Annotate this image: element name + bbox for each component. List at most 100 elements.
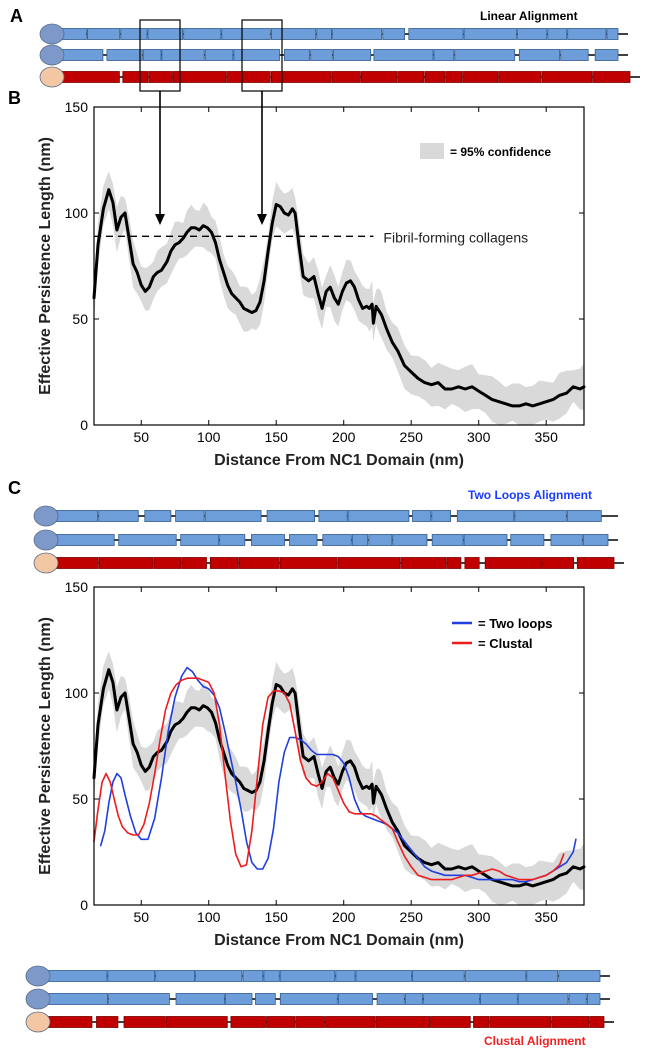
sequence-block: [424, 71, 446, 83]
linear-alignment-title: Linear Alignment: [480, 9, 578, 23]
sequence-block: [464, 970, 527, 982]
sequence-block: [517, 993, 569, 1005]
sequence-block: [510, 534, 545, 546]
sequence-block: [225, 993, 253, 1005]
sequence-block: [219, 534, 246, 546]
sequence-block: [332, 49, 372, 61]
sequence-block: [195, 970, 243, 982]
sequence-block: [266, 1016, 296, 1028]
sequence-block: [270, 71, 332, 83]
sequence-block: [87, 28, 121, 40]
y-tick-label: 150: [65, 99, 89, 115]
sequence-block: [61, 28, 87, 40]
sequence-block: [337, 557, 401, 569]
nc1-domain-oval: [39, 44, 65, 66]
sequence-block: [382, 28, 405, 40]
sequence-block: [547, 28, 568, 40]
sequence-block: [325, 1016, 376, 1028]
y-tick-label: 150: [65, 579, 89, 595]
sequence-block: [592, 71, 631, 83]
sequence-block: [153, 557, 182, 569]
sequence-block: [61, 49, 104, 61]
sequence-block: [400, 557, 447, 569]
sequence-block: [295, 1016, 325, 1028]
sequence-block: [147, 28, 184, 40]
sequence-block: [473, 1016, 490, 1028]
series-line-clustal: [93, 677, 565, 881]
sequence-block: [175, 510, 205, 522]
plot-frame: [93, 106, 585, 426]
x-axis-title: Distance From NC1 Domain (nm): [214, 452, 464, 469]
sequence-block: [221, 28, 271, 40]
x-tick-label: 300: [467, 909, 491, 925]
sequence-block: [148, 71, 173, 83]
sequence-block: [180, 534, 220, 546]
y-tick-label: 50: [72, 311, 88, 327]
track-c2: [33, 529, 618, 551]
sequence-block: [463, 534, 508, 546]
series-line-mean: [92, 188, 586, 408]
x-tick-label: 350: [535, 909, 559, 925]
y-tick-label: 0: [80, 417, 88, 433]
sequence-block: [376, 993, 405, 1005]
sequence-block: [289, 534, 318, 546]
clustal-alignment-tracks: [25, 965, 614, 1033]
linear-alignment-tracks: [39, 23, 640, 88]
sequence-block: [279, 557, 338, 569]
x-tick-label: 50: [133, 429, 149, 445]
sequence-block: [446, 557, 462, 569]
x-tick-label: 100: [197, 909, 221, 925]
track-d3: [25, 1011, 614, 1033]
sequence-block: [122, 71, 149, 83]
track-a3: [39, 66, 640, 88]
sequence-block: [263, 970, 280, 982]
sequence-block: [560, 49, 589, 61]
sequence-block: [355, 970, 412, 982]
sequence-block: [99, 557, 154, 569]
sequence-block: [172, 71, 227, 83]
x-tick-label: 250: [400, 909, 424, 925]
legend-ci-label: = 95% confidence: [450, 145, 551, 159]
chart-b: Fibril-forming collagens 50 100 150 200 250 30…: [37, 99, 586, 469]
sequence-block: [594, 49, 619, 61]
sequence-block: [47, 970, 108, 982]
legend-label-1: = Clustal: [478, 636, 533, 651]
sequence-block: [373, 49, 434, 61]
nc1-domain-oval: [25, 965, 51, 987]
track-a2: [39, 44, 628, 66]
sequence-block: [337, 993, 373, 1005]
sequence-block: [375, 1016, 430, 1028]
sequence-block: [238, 557, 280, 569]
sequence-block: [445, 71, 463, 83]
x-tick-label: 350: [535, 429, 559, 445]
two-loops-alignment-title: Two Loops Alignment: [468, 488, 592, 502]
sequence-block: [463, 28, 517, 40]
nc1-domain-oval: [33, 505, 59, 527]
track-c1: [33, 505, 618, 527]
sequence-block: [204, 49, 234, 61]
panel-label-c: C: [8, 478, 21, 498]
arrow-2: [257, 91, 267, 225]
sequence-block: [397, 71, 425, 83]
reference-line-label: Fibril-forming collagens: [383, 229, 528, 245]
x-tick-label: 100: [197, 429, 221, 445]
sequence-block: [183, 28, 222, 40]
sequence-block: [404, 993, 423, 1005]
sequence-block: [55, 510, 99, 522]
x-tick-label: 250: [400, 429, 424, 445]
sequence-block: [360, 71, 398, 83]
track-d2: [25, 988, 610, 1010]
sequence-block: [464, 557, 480, 569]
x-tick-label: 50: [133, 909, 149, 925]
sequence-block: [567, 28, 607, 40]
sequence-block: [347, 510, 410, 522]
sequence-block: [568, 993, 587, 1005]
x-tick-label: 200: [332, 429, 356, 445]
track-a1: [39, 23, 628, 45]
y-tick-label: 0: [80, 897, 88, 913]
sequence-block: [411, 970, 465, 982]
sequence-block: [412, 510, 432, 522]
sequence-block: [498, 71, 542, 83]
y-tick-label: 100: [65, 685, 89, 701]
sequence-block: [431, 534, 464, 546]
